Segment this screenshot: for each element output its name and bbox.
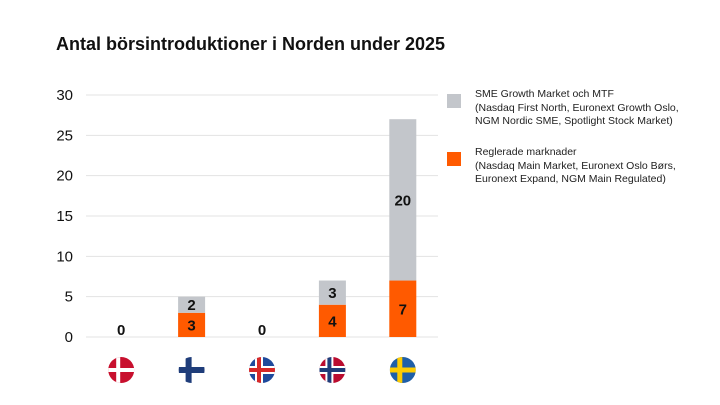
y-tick-label: 20 — [56, 168, 73, 185]
legend-label-line: Reglerade marknader — [475, 146, 577, 158]
flag-denmark-icon — [108, 357, 135, 383]
y-tick-label: 10 — [56, 248, 73, 265]
flag-norway-icon — [319, 357, 346, 383]
y-tick-label: 0 — [65, 329, 73, 346]
y-tick-label: 25 — [56, 127, 73, 144]
flag-finland-icon — [178, 357, 205, 383]
chart-title: Antal börsintroduktioner i Norden under … — [56, 34, 446, 54]
flag-sweden-icon — [389, 357, 416, 383]
y-tick-label: 5 — [65, 289, 73, 306]
legend-label-line: Euronext Expand, NGM Main Regulated) — [475, 173, 666, 185]
legend-label-sme: SME Growth Market och MTF (Nasdaq First … — [475, 88, 715, 129]
legend-label-line: (Nasdaq Main Market, Euronext Oslo Børs, — [475, 159, 676, 172]
bar-segment — [389, 119, 417, 281]
y-tick-label: 30 — [56, 87, 73, 104]
flag-iceland-icon — [249, 357, 275, 383]
legend-label-regulated: Reglerade marknader (Nasdaq Main Market,… — [475, 146, 715, 187]
data-label: 0 — [117, 322, 125, 339]
legend-swatch-sme — [447, 94, 461, 108]
data-label: 4 — [328, 313, 337, 330]
bar-segment — [318, 280, 346, 305]
data-label: 3 — [187, 317, 195, 334]
bar-segment — [178, 296, 206, 313]
legend-label-line: NGM Nordic SME, Spotlight Stock Market) — [475, 115, 673, 127]
legend-swatch-regulated — [447, 152, 461, 166]
y-tick-label: 15 — [56, 208, 73, 225]
data-label: 7 — [399, 301, 407, 318]
data-label: 0 — [258, 322, 266, 339]
data-label: 20 — [394, 192, 411, 209]
legend-label-line: SME Growth Market och MTF — [475, 88, 614, 100]
data-label: 2 — [187, 297, 195, 314]
data-label: 3 — [328, 285, 336, 302]
legend-label-line: (Nasdaq First North, Euronext Growth Osl… — [475, 101, 679, 114]
bar-segment — [178, 312, 206, 337]
bar-segment — [389, 280, 417, 337]
bar-segment — [318, 304, 346, 337]
